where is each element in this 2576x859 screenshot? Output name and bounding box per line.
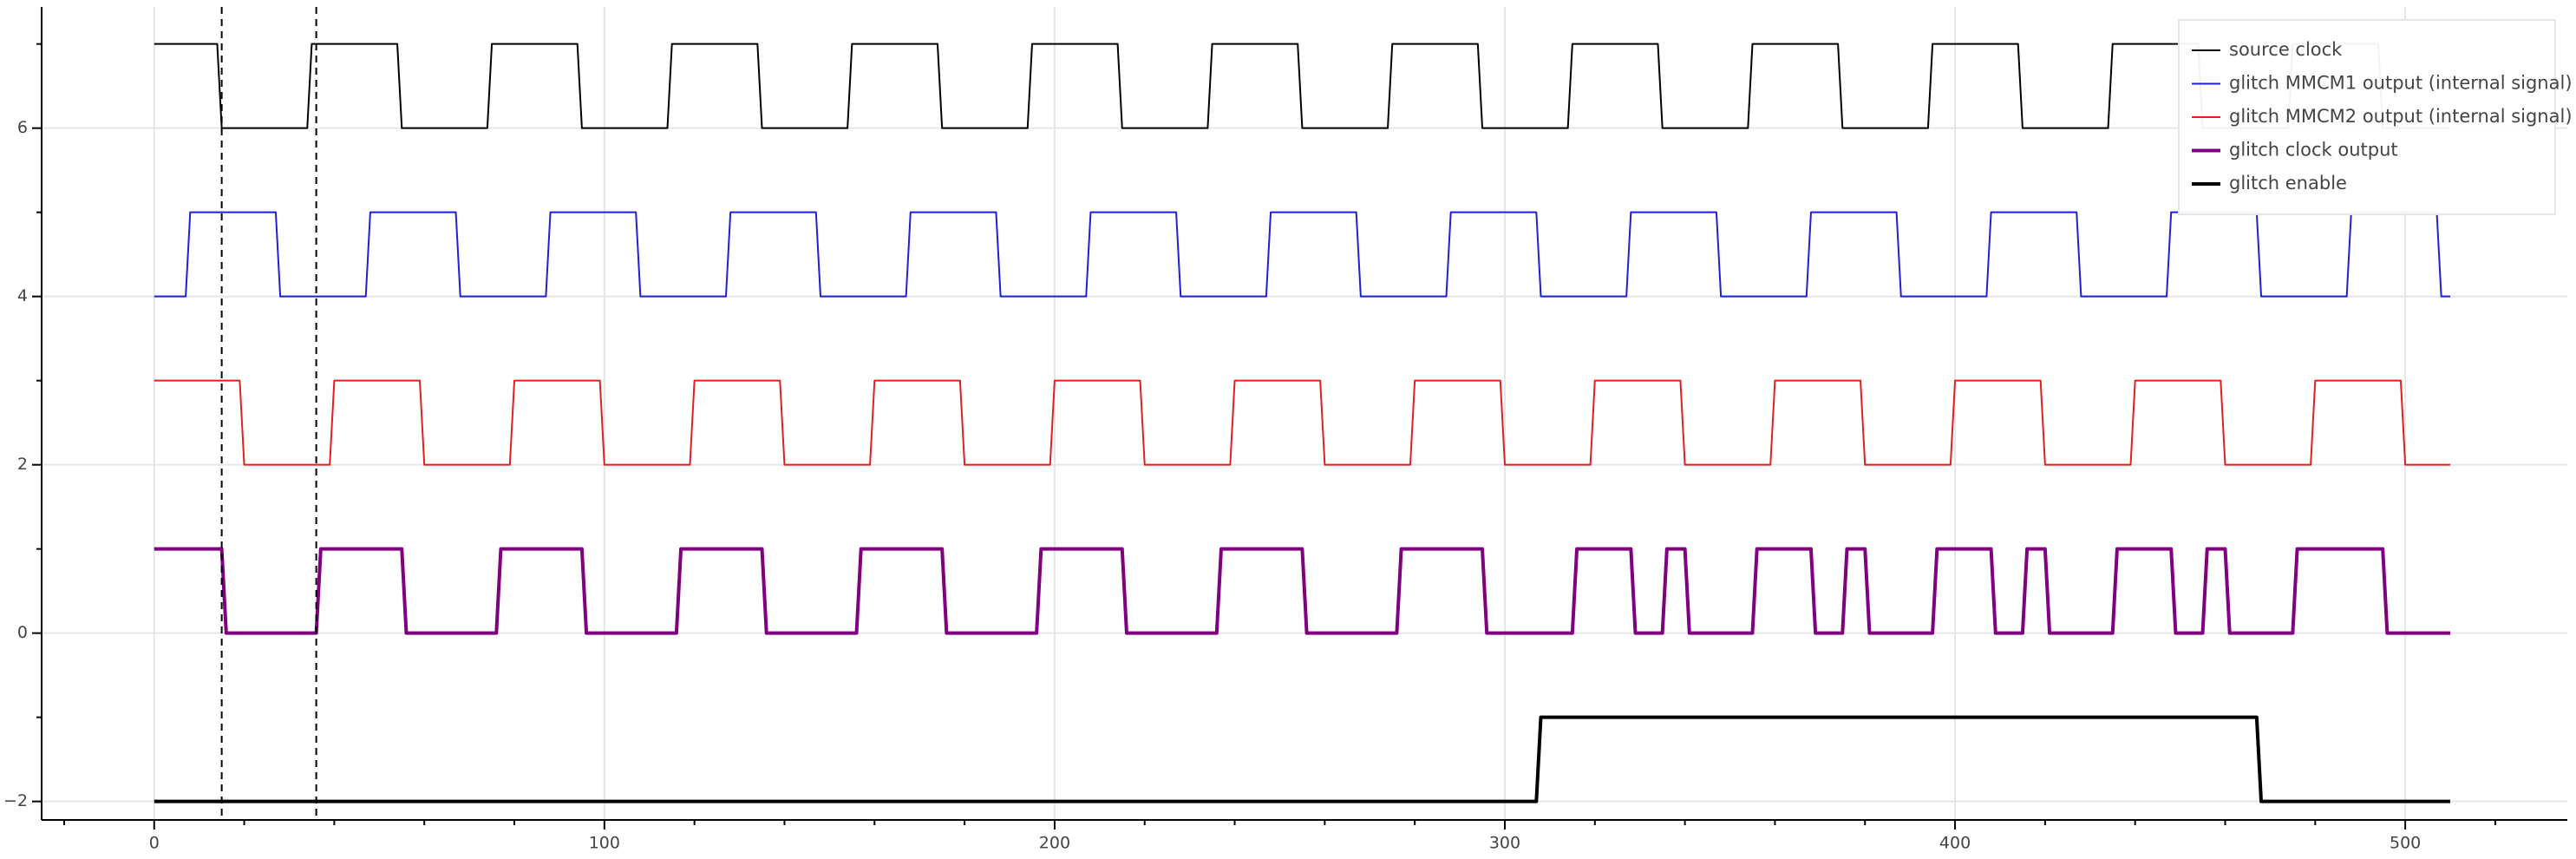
- x-tick-label: 200: [1039, 834, 1070, 853]
- y-tick-label: 4: [17, 286, 28, 305]
- series-line: [154, 715, 2451, 803]
- x-tick-label: 100: [589, 834, 620, 853]
- y-tick-label: 0: [17, 623, 28, 642]
- series-line: [154, 211, 2451, 298]
- legend-label: glitch clock output: [2229, 140, 2398, 161]
- legend-label: glitch MMCM1 output (internal signal): [2229, 73, 2573, 94]
- legend-label: glitch enable: [2229, 173, 2347, 193]
- x-tick-label: 300: [1489, 834, 1520, 853]
- x-tick-label: 0: [149, 834, 160, 853]
- legend-box: [2178, 19, 2556, 215]
- series-line: [154, 379, 2451, 466]
- legend: source clock glitch MMCM1 output (interna…: [2178, 19, 2573, 215]
- x-tick-label: 500: [2390, 834, 2421, 853]
- legend-label: glitch MMCM2 output (internal signal): [2229, 106, 2573, 127]
- series-line: [154, 43, 2451, 129]
- series-line: [154, 547, 2451, 635]
- legend-label: source clock: [2229, 39, 2343, 60]
- y-tick-label: −2: [3, 791, 28, 810]
- x-tick-label: 400: [1939, 834, 1971, 853]
- y-tick-label: 2: [17, 455, 28, 474]
- y-tick-label: 6: [17, 118, 28, 137]
